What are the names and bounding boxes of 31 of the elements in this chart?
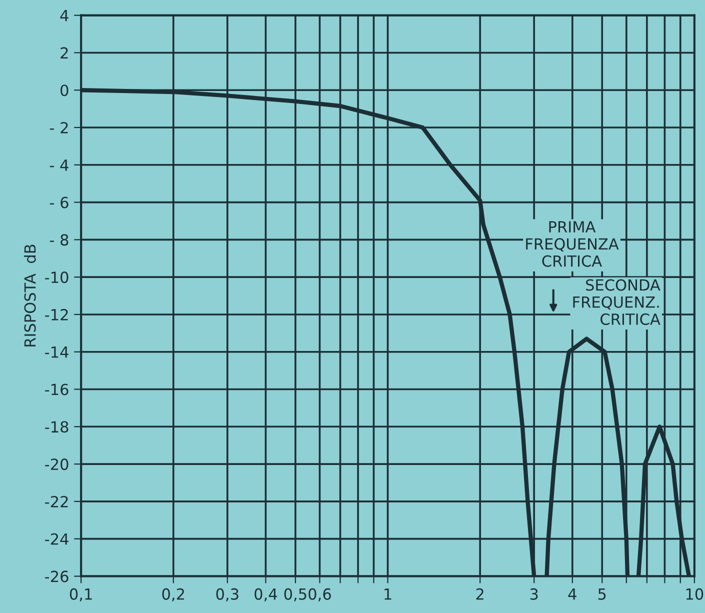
- y-tick-label: -26: [45, 570, 68, 582]
- y-tick-label: - 2: [50, 122, 68, 134]
- y-tick-label: 4: [60, 10, 68, 22]
- x-tick-label: 2: [476, 588, 484, 600]
- y-tick-label: -22: [45, 496, 68, 508]
- x-tick-label: 0,6: [308, 588, 331, 602]
- x-tick-label: 0,4: [254, 588, 278, 602]
- x-tick-label: 0,1: [70, 588, 92, 602]
- x-tick-label: 10: [686, 588, 704, 600]
- x-tick-label: 0,3: [216, 588, 238, 602]
- y-axis-title: RISPOSTA dB: [24, 244, 36, 346]
- y-tick-label: -10: [45, 272, 68, 284]
- y-tick-label: -16: [45, 384, 68, 396]
- x-tick-label: 1: [384, 588, 392, 600]
- y-tick-label: -20: [45, 458, 68, 470]
- x-tick-label: 3: [530, 588, 538, 600]
- x-tick-label: 0,5: [284, 588, 306, 602]
- y-tick-label: - 8: [50, 234, 68, 246]
- x-tick-label: 4: [568, 588, 576, 600]
- annotation: PRIMA FREQUENZA CRITICA: [526, 221, 619, 267]
- y-tick-label: 0: [60, 84, 68, 96]
- x-tick-label: 0,2: [162, 588, 184, 602]
- y-tick-label: -18: [45, 421, 68, 433]
- annotation: SECONDA FREQUENZ. CRITICA: [573, 279, 660, 325]
- y-tick-label: -14: [45, 346, 68, 358]
- y-tick-label: -12: [45, 308, 68, 320]
- y-tick-label: -24: [45, 533, 68, 545]
- y-tick-label: 2: [60, 47, 68, 59]
- y-tick-label: - 4: [50, 160, 68, 171]
- x-tick-label: 5: [598, 588, 606, 600]
- y-tick-label: - 6: [50, 196, 68, 208]
